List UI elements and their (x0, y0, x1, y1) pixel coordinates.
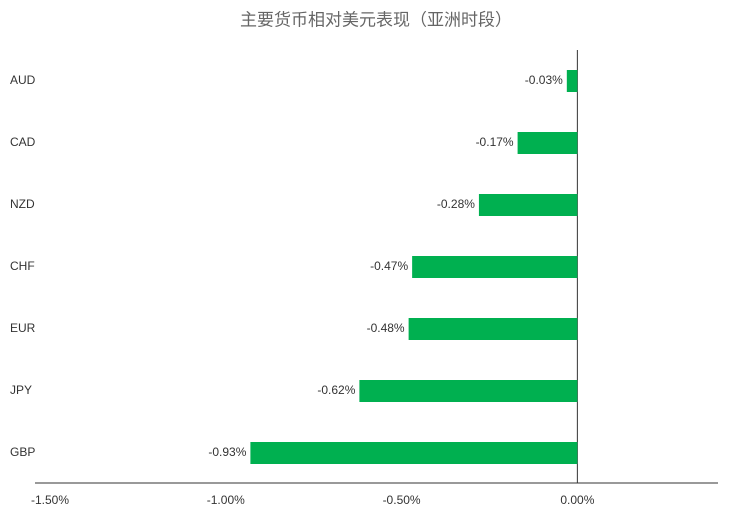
y-tick-label: CHF (10, 259, 35, 273)
chart-title: 主要货币相对美元表现（亚洲时段） (240, 11, 512, 31)
bar (478, 194, 578, 216)
value-label: -0.03% (525, 73, 563, 87)
value-label: -0.93% (208, 445, 246, 459)
y-tick-label: GBP (10, 445, 35, 459)
bar (566, 70, 578, 92)
x-tick-label: -0.50% (383, 493, 421, 507)
bar (517, 132, 578, 154)
x-tick-label: 0.00% (560, 493, 594, 507)
x-tick-label: -1.00% (207, 493, 245, 507)
value-label: -0.28% (437, 197, 475, 211)
y-tick-label: CAD (10, 135, 36, 149)
y-tick-label: EUR (10, 321, 36, 335)
y-tick-label: NZD (10, 197, 35, 211)
bar (408, 318, 578, 340)
bar (359, 380, 578, 402)
x-tick-label: -1.50% (31, 493, 69, 507)
bar (412, 256, 578, 278)
value-label: -0.17% (476, 135, 514, 149)
value-label: -0.48% (367, 321, 405, 335)
value-label: -0.62% (317, 383, 355, 397)
y-tick-label: AUD (10, 73, 36, 87)
y-tick-label: JPY (10, 383, 32, 397)
bar (250, 442, 578, 464)
value-label: -0.47% (370, 259, 408, 273)
